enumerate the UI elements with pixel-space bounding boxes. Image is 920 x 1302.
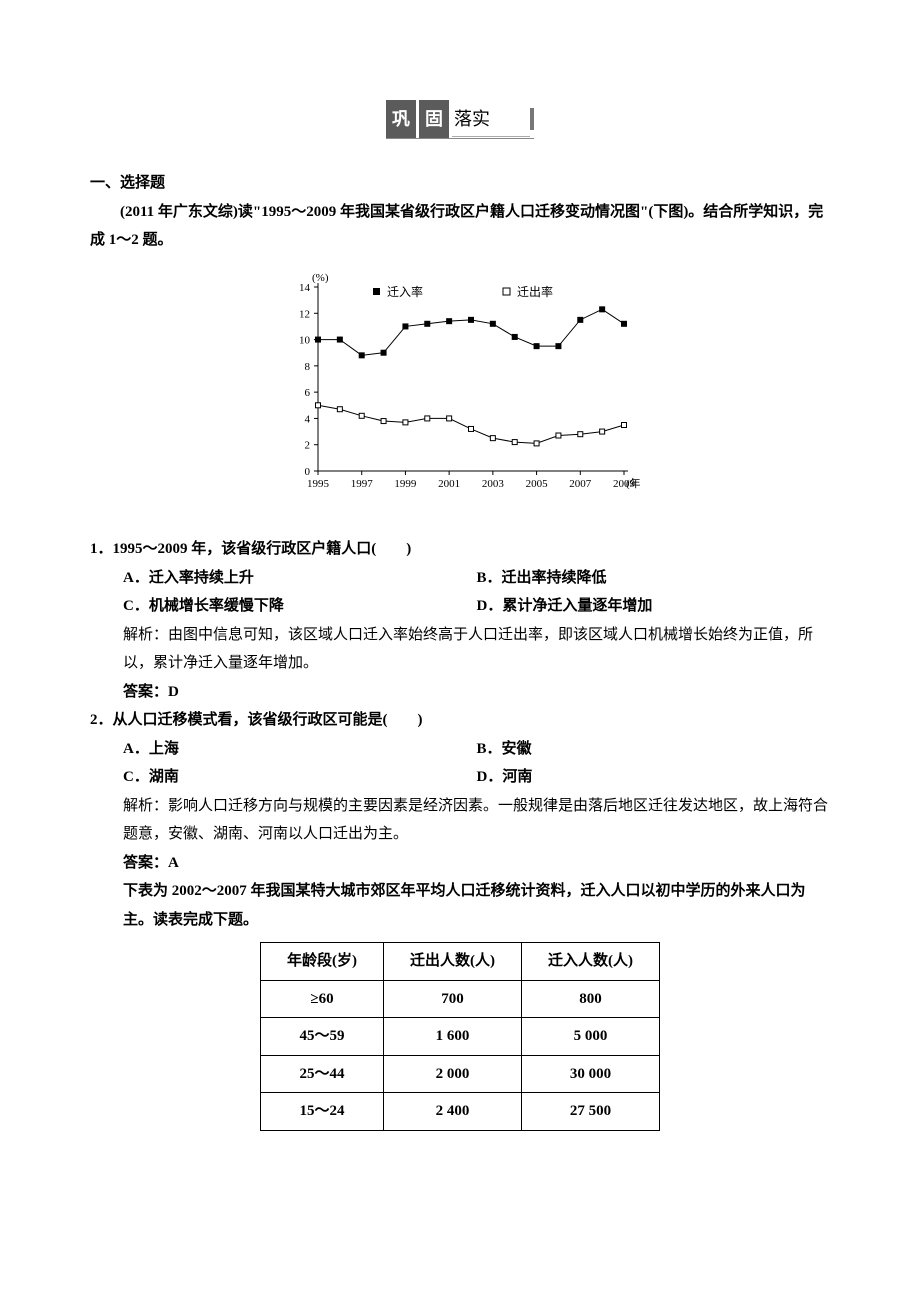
table-cell: 30 000 [522,1055,660,1093]
header-inner: 巩 固 落实 [386,100,534,139]
q2-answer: 答案：A [123,849,830,878]
table-col-1: 年龄段(岁) [261,943,384,981]
svg-text:(年): (年) [626,476,640,490]
svg-text:迁出率: 迁出率 [517,284,553,299]
table-row: ≥60 700 800 [261,980,660,1018]
q1-option-a: A．迁入率持续上升 [123,564,477,593]
svg-text:(%): (%) [312,272,329,284]
svg-text:2005: 2005 [526,478,549,490]
table-row: 15～24 2 400 27 500 [261,1093,660,1131]
svg-text:2: 2 [305,439,311,451]
svg-text:10: 10 [299,334,311,346]
chart-svg: 0 2 4 6 8 10 12 14(%) 1995 1997 1999 2001 2003 2005 20… [280,269,640,499]
q2-option-d: D．河南 [477,763,831,792]
table-cell: 15～24 [261,1093,384,1131]
svg-text:2007: 2007 [569,478,592,490]
table-col-3: 迁入人数(人) [522,943,660,981]
table-row: 45～59 1 600 5 000 [261,1018,660,1056]
q1-option-d: D．累计净迁入量逐年增加 [477,592,831,621]
table-cell: 45～59 [261,1018,384,1056]
table-cell: 2 000 [384,1055,522,1093]
table-cell: 25～44 [261,1055,384,1093]
header-closer [530,108,534,130]
svg-text:1999: 1999 [394,478,417,490]
q1-options: A．迁入率持续上升 B．迁出率持续降低 C．机械增长率缓慢下降 D．累计净迁入量… [123,564,830,621]
table-cell: 2 400 [384,1093,522,1131]
table-row: 25～44 2 000 30 000 [261,1055,660,1093]
table-cell: 800 [522,980,660,1018]
table-cell: ≥60 [261,980,384,1018]
svg-text:2003: 2003 [482,478,505,490]
svg-text:12: 12 [299,308,310,320]
migration-chart: 0 2 4 6 8 10 12 14(%) 1995 1997 1999 2001 2003 2005 20… [90,269,830,510]
header-char-1: 巩 [386,100,416,138]
header-banner: 巩 固 落实 [90,100,830,139]
table-cell: 5 000 [522,1018,660,1056]
q2-explain: 解析：影响人口迁移方向与规模的主要因素是经济因素。一般规律是由落后地区迁往发达地… [123,792,830,849]
table-cell: 700 [384,980,522,1018]
svg-text:0: 0 [305,466,311,478]
q1-option-c: C．机械增长率缓慢下降 [123,592,477,621]
q1-stem: 1．1995～2009 年，该省级行政区户籍人口( ) [90,535,830,564]
section-1-title: 一、选择题 [90,169,830,198]
table-cell: 27 500 [522,1093,660,1131]
svg-text:2001: 2001 [438,478,460,490]
q2-option-a: A．上海 [123,735,477,764]
migration-table: 年龄段(岁) 迁出人数(人) 迁入人数(人) ≥60 700 800 45～59… [260,942,660,1131]
q2-option-b: B．安徽 [477,735,831,764]
q1-explain: 解析：由图中信息可知，该区域人口迁入率始终高于人口迁出率，即该区域人口机械增长始… [123,621,830,678]
q1-answer: 答案：D [123,678,830,707]
svg-text:迁入率: 迁入率 [387,284,423,299]
table-intro: 下表为 2002～2007 年我国某特大城市郊区年平均人口迁移统计资料，迁入人口… [123,877,830,934]
svg-text:1997: 1997 [351,478,374,490]
svg-text:6: 6 [305,387,311,399]
table-col-2: 迁出人数(人) [384,943,522,981]
table-cell: 1 600 [384,1018,522,1056]
page: 巩 固 落实 一、选择题 (2011 年广东文综)读"1995～2009 年我国… [0,0,920,1302]
q1-option-b: B．迁出率持续降低 [477,564,831,593]
header-char-2: 固 [419,100,449,138]
svg-text:8: 8 [305,361,311,373]
q2-option-c: C．湖南 [123,763,477,792]
svg-text:14: 14 [299,282,311,294]
svg-text:4: 4 [305,413,311,425]
svg-text:1995: 1995 [307,478,330,490]
table-header-row: 年龄段(岁) 迁出人数(人) 迁入人数(人) [261,943,660,981]
q2-stem: 2．从人口迁移模式看，该省级行政区可能是( ) [90,706,830,735]
header-tail: 落实 [452,102,530,137]
q2-options: A．上海 B．安徽 C．湖南 D．河南 [123,735,830,792]
intro-paragraph: (2011 年广东文综)读"1995～2009 年我国某省级行政区户籍人口迁移变… [90,198,830,255]
